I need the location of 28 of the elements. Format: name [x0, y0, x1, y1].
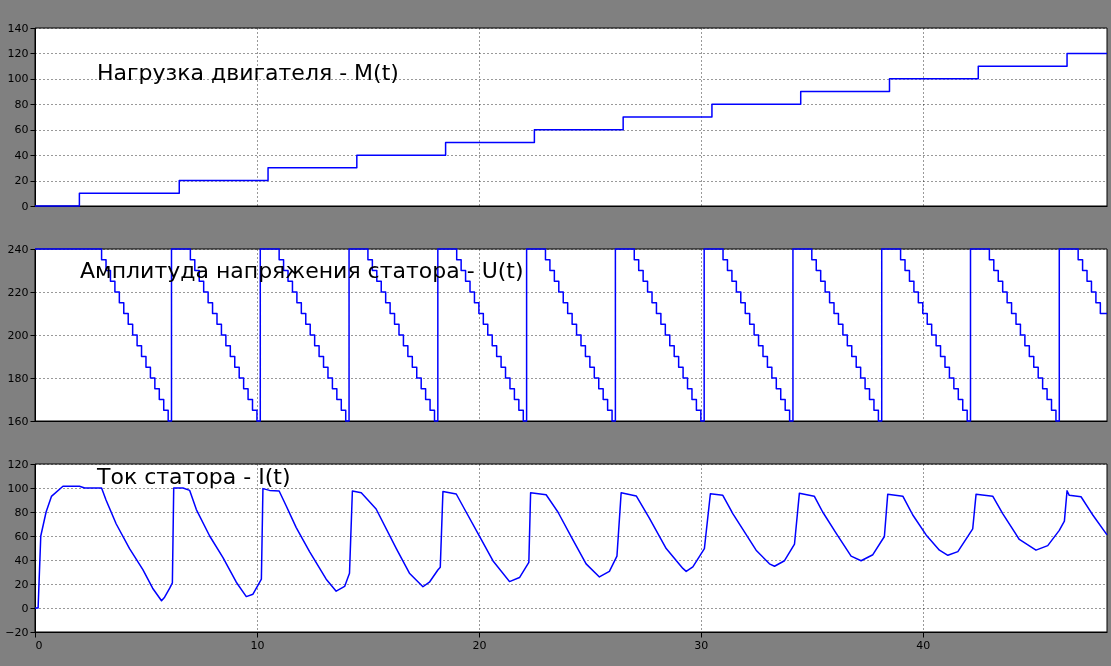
y-tick-label: 240: [7, 242, 29, 256]
y-tick-label: 120: [7, 46, 29, 60]
x-tick-label: 10: [250, 638, 265, 652]
y-tick-label: −20: [5, 625, 29, 639]
chart-title: Ток статора - I(t): [96, 464, 291, 489]
y-tick-label: 80: [14, 505, 29, 519]
y-tick-label: 80: [14, 97, 29, 111]
y-tick-label: 60: [14, 123, 29, 137]
x-tick-label: 20: [472, 638, 487, 652]
y-tick-label: 180: [7, 371, 29, 385]
y-tick-label: 40: [14, 148, 29, 162]
y-tick-label: 160: [7, 414, 29, 428]
y-tick-label: 140: [7, 21, 29, 35]
y-tick-label: 60: [14, 529, 29, 543]
y-tick-label: 0: [21, 601, 29, 615]
y-tick-label: 100: [7, 481, 29, 495]
y-tick-label: 0: [21, 199, 29, 213]
x-tick-label: 40: [916, 638, 931, 652]
y-tick-label: 100: [7, 72, 29, 86]
text: Нагрузка двигателя - M(t): [97, 60, 399, 85]
y-tick-label: 220: [7, 285, 29, 299]
x-tick-label: 0: [35, 638, 43, 652]
y-tick-label: 20: [14, 174, 29, 188]
y-tick-label: 40: [14, 553, 29, 567]
y-tick-label: 200: [7, 328, 29, 342]
y-tick-label: 20: [14, 577, 29, 591]
y-tick-label: 120: [7, 457, 29, 471]
x-tick-label: 30: [694, 638, 709, 652]
